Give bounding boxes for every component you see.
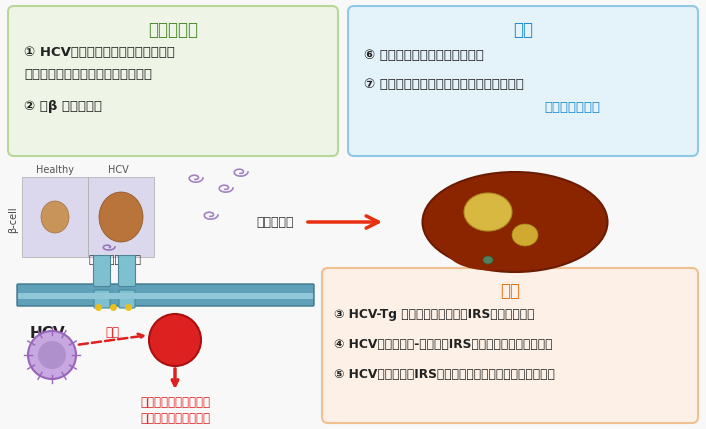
Text: ③ HCV-Tg マウス：肝細胞内でIRSの発現が低下: ③ HCV-Tg マウス：肝細胞内でIRSの発現が低下 — [334, 308, 534, 321]
Text: β-cell: β-cell — [8, 207, 18, 233]
FancyBboxPatch shape — [8, 6, 338, 156]
Text: 基礎: 基礎 — [500, 282, 520, 300]
FancyBboxPatch shape — [348, 6, 698, 156]
Ellipse shape — [464, 193, 512, 231]
Text: Healthy: Healthy — [36, 165, 74, 175]
Ellipse shape — [99, 192, 143, 242]
Ellipse shape — [41, 201, 69, 233]
Text: （インスリン抵抗性）: （インスリン抵抗性） — [140, 412, 210, 425]
Circle shape — [149, 314, 201, 366]
FancyArrowPatch shape — [308, 216, 378, 228]
FancyBboxPatch shape — [119, 256, 136, 287]
Circle shape — [38, 341, 66, 369]
Text: 治療: 治療 — [513, 21, 533, 39]
Text: HCV: HCV — [30, 326, 66, 341]
Text: インスリン: インスリン — [256, 215, 294, 229]
FancyBboxPatch shape — [94, 290, 110, 308]
FancyBboxPatch shape — [88, 177, 154, 257]
Text: インスリン作用の低下: インスリン作用の低下 — [140, 396, 210, 409]
Text: 血中インスリンが高値: 血中インスリンが高値 — [24, 68, 152, 81]
FancyBboxPatch shape — [17, 284, 314, 306]
FancyBboxPatch shape — [18, 293, 313, 299]
Text: ④ HCV遺伝子導入-肝細胞：IRSプロテアソームにて分解: ④ HCV遺伝子導入-肝細胞：IRSプロテアソームにて分解 — [334, 338, 553, 351]
FancyBboxPatch shape — [22, 177, 88, 257]
Circle shape — [28, 331, 76, 379]
Text: IRS: IRS — [161, 332, 189, 347]
Text: 新たな治療戦略: 新たな治療戦略 — [544, 101, 600, 114]
FancyBboxPatch shape — [93, 256, 111, 287]
Text: 分解: 分解 — [105, 326, 119, 339]
Text: ⑥ インスリンが肝発がんや予後: ⑥ インスリンが肝発がんや予後 — [364, 49, 484, 62]
Ellipse shape — [483, 256, 493, 264]
Ellipse shape — [422, 172, 607, 272]
Ellipse shape — [512, 224, 538, 246]
Text: ⑤ HCV駆除によりIRSの発現は回復・インスリン値も低下: ⑤ HCV駆除によりIRSの発現は回復・インスリン値も低下 — [334, 368, 555, 381]
FancyBboxPatch shape — [119, 290, 135, 308]
Text: 臨床・病理: 臨床・病理 — [148, 21, 198, 39]
Text: ⑦ インスリン抵抗性改善薬：肝発がん抑制: ⑦ インスリン抵抗性改善薬：肝発がん抑制 — [364, 78, 524, 91]
Text: ② 膵β 細胞は肥大: ② 膵β 細胞は肥大 — [24, 100, 102, 113]
Text: ① HCV患者：糖尿病を高頻度に合併: ① HCV患者：糖尿病を高頻度に合併 — [24, 46, 175, 59]
Text: インスリン受容体: インスリン受容体 — [88, 255, 141, 265]
Text: HCV: HCV — [107, 165, 128, 175]
FancyBboxPatch shape — [322, 268, 698, 423]
Ellipse shape — [445, 226, 535, 271]
